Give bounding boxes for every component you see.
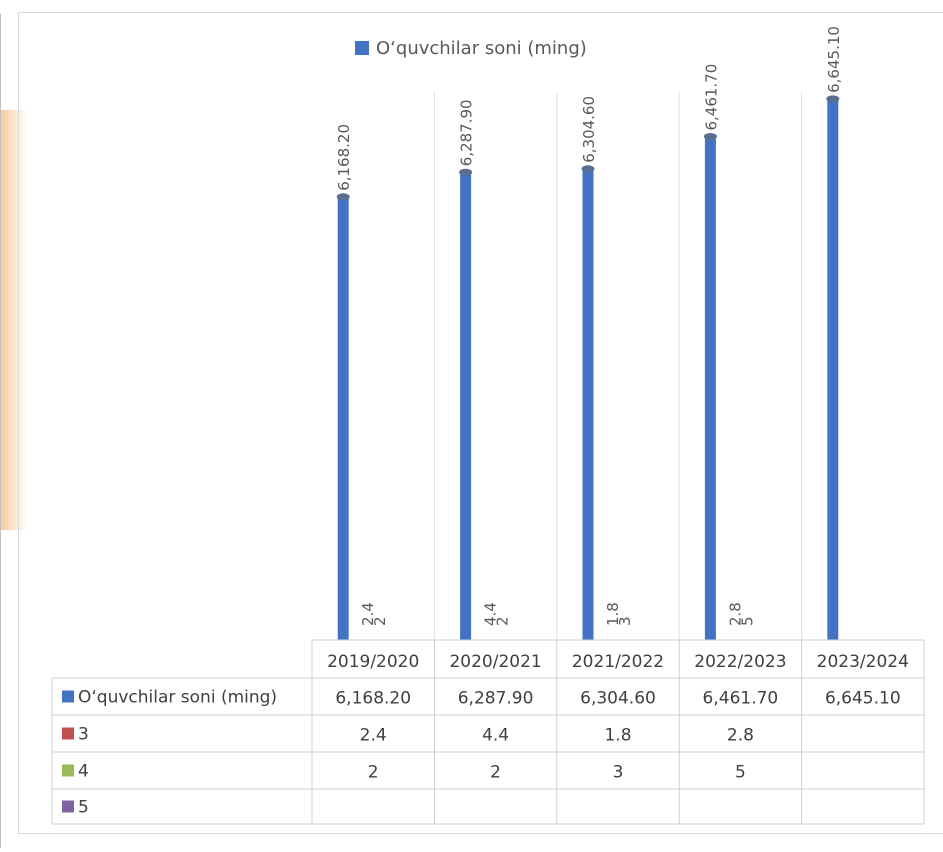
data-label-series-3-2019/2020: 2 [371,616,389,626]
data-label-series-2-2021/2022: 1.8 [604,602,622,626]
bar-series-1-2020/2021 [460,170,472,640]
category-label-2019/2020: 2019/2020 [327,652,419,672]
table-legend-key-series-2 [62,727,74,740]
bar-series-1-2019/2020 [337,194,349,640]
table-cell-series-3-2020/2021: 2 [490,763,501,783]
bar-series-1-2022/2023 [704,134,716,640]
table-cell-series-2-2021/2022: 1.8 [604,726,631,746]
category-label-2021/2022: 2021/2022 [572,652,664,672]
data-label-series-1-2022/2023: 6,461.70 [702,64,720,131]
table-cell-series-1-2023/2024: 6,645.10 [825,689,901,709]
data-label-series-1-2020/2021: 6,287.90 [458,99,476,166]
table-legend-key-series-3 [62,764,74,777]
table-legend-key-series-4 [62,800,74,813]
bar-cap-series-1-2020/2021 [459,168,473,176]
bar-cap-series-1-2022/2023 [703,133,717,141]
category-label-2023/2024: 2023/2024 [817,652,909,672]
data-table-text: 2019/2020 2020/2021 2021/2022 2022/2023 2023… [62,652,909,818]
chart-area [18,12,943,834]
table-cell-series-1-2021/2022: 6,304.60 [580,689,656,709]
table-series-name-1: O‘quvchilar soni (ming) [78,688,277,708]
category-label-2022/2023: 2022/2023 [694,652,786,672]
bar-series-1-2023/2024 [827,96,839,640]
data-label-series-1-2019/2020: 6,168.20 [335,124,353,191]
table-series-name-3: 4 [78,762,89,782]
table-cell-series-1-2022/2023: 6,461.70 [703,689,779,709]
table-legend-key-series-1 [62,690,74,703]
data-label-series-1-2023/2024: 6,645.10 [825,26,843,93]
table-cell-series-2-2019/2020: 2.4 [360,726,387,746]
table-series-name-2: 3 [78,725,89,745]
legend-marker-series-1 [355,41,369,55]
bars-layer [336,95,840,640]
data-label-series-2-2020/2021: 4.4 [482,602,500,626]
data-label-series-3-2020/2021: 2 [494,616,512,626]
category-label-2020/2021: 2020/2021 [449,652,541,672]
data-label-series-1-2021/2022: 6,304.60 [580,96,598,163]
bar-cap-series-1-2019/2020 [336,193,350,201]
table-cell-series-1-2020/2021: 6,287.90 [458,689,534,709]
data-label-series-2-2019/2020: 2.4 [359,602,377,626]
bar-labels-layer: 6,168.20 6,287.90 6,304.60 6,461.70 6,645.10… [335,26,843,626]
bar-cap-series-1-2023/2024 [826,95,840,103]
data-table-grid [51,92,925,825]
table-series-name-4: 5 [78,798,89,818]
legend: O‘quvchilar soni (ming) [355,38,587,59]
bar-cap-series-1-2021/2022 [581,165,595,173]
table-cell-series-3-2019/2020: 2 [368,763,379,783]
table-cell-series-2-2020/2021: 4.4 [482,726,509,746]
table-cell-series-3-2022/2023: 5 [735,763,746,783]
bar-series-1-2021/2022 [582,166,594,640]
legend-label-series-1: O‘quvchilar soni (ming) [376,38,587,59]
data-label-series-3-2022/2023: 5 [738,616,756,626]
data-label-series-3-2021/2022: 3 [616,616,634,626]
table-cell-series-3-2021/2022: 3 [613,763,624,783]
table-cell-series-1-2019/2020: 6,168.20 [335,689,411,709]
table-cell-series-2-2022/2023: 2.8 [727,726,754,746]
data-label-series-2-2022/2023: 2.8 [726,602,744,626]
